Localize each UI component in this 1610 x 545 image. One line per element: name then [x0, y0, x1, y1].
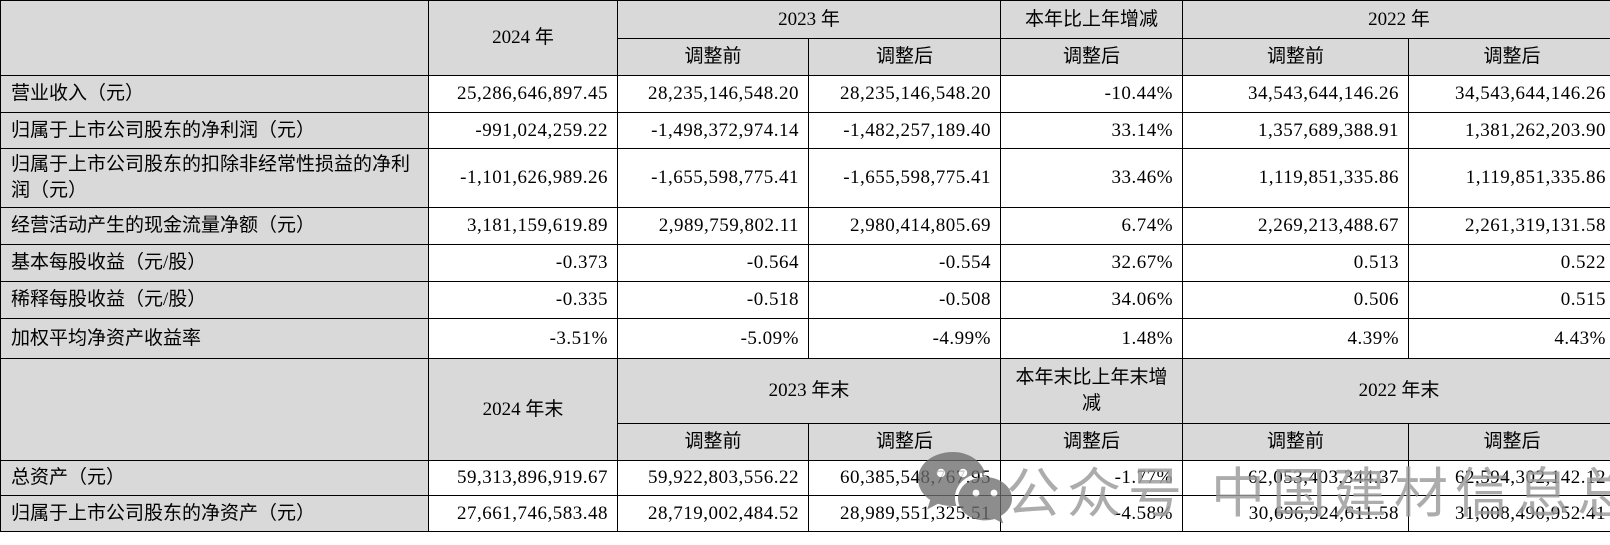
- cell-2022-after: 1,381,262,203.90: [1408, 112, 1610, 149]
- row-label: 归属于上市公司股东的净利润（元）: [0, 112, 429, 149]
- table-row-net-assets: 归属于上市公司股东的净资产（元） 27,661,746,583.48 28,71…: [0, 495, 1610, 532]
- table-row-net-profit: 归属于上市公司股东的净利润（元） -991,024,259.22 -1,498,…: [0, 112, 1610, 149]
- cell-change: -1.77%: [1000, 460, 1184, 496]
- subheader-2023end-before-adjust: 调整前: [617, 423, 809, 461]
- row-label: 总资产（元）: [0, 460, 429, 496]
- cell-2022-after: 1,119,851,335.86: [1408, 148, 1610, 208]
- col-header-2022-end: 2022 年末: [1182, 358, 1610, 424]
- cell-2024: 25,286,646,897.45: [428, 75, 618, 113]
- cell-2023-before: -0.564: [617, 244, 809, 282]
- cell-2023-before: -1,655,598,775.41: [617, 148, 809, 208]
- cell-2022-before: 0.513: [1182, 244, 1410, 282]
- cell-2024: -1,101,626,989.26: [428, 148, 618, 208]
- cell-2022-after: 62,594,302,142.12: [1408, 460, 1610, 496]
- cell-change: 1.48%: [1000, 318, 1184, 359]
- col-header-2024-end: 2024 年末: [428, 358, 618, 461]
- cell-change: 34.06%: [1000, 281, 1184, 319]
- col-header-2024: 2024 年: [428, 0, 618, 76]
- cell-2022-after: 31,008,490,952.41: [1408, 495, 1610, 532]
- table-row-net-profit-excl-nonrecurring: 归属于上市公司股东的扣除非经常性损益的净利润（元） -1,101,626,989…: [0, 148, 1610, 208]
- cell-2022-before: 4.39%: [1182, 318, 1410, 359]
- cell-2023-before: 28,719,002,484.52: [617, 495, 809, 532]
- cell-2022-before: 2,269,213,488.67: [1182, 207, 1410, 245]
- table-row-diluted-eps: 稀释每股收益（元/股） -0.335 -0.518 -0.508 34.06% …: [0, 281, 1610, 319]
- subheader-2022end-after-adjust: 调整后: [1408, 423, 1610, 461]
- cell-2023-before: -5.09%: [617, 318, 809, 359]
- cell-2023-after: -0.554: [807, 244, 1002, 282]
- cell-2024: 27,661,746,583.48: [428, 495, 618, 532]
- cell-2023-before: -0.518: [617, 281, 809, 319]
- cell-2023-after: 28,235,146,548.20: [807, 75, 1002, 113]
- cell-2024: -3.51%: [428, 318, 618, 359]
- col-header-yoy-change: 本年比上年增减: [1000, 0, 1184, 39]
- cell-change: 33.14%: [1000, 112, 1184, 149]
- table-row-total-assets: 总资产（元） 59,313,896,919.67 59,922,803,556.…: [0, 460, 1610, 496]
- row-label: 经营活动产生的现金流量净额（元）: [0, 207, 429, 245]
- cell-2022-after: 2,261,319,131.58: [1408, 207, 1610, 245]
- cell-2023-after: -0.508: [807, 281, 1002, 319]
- row-label: 归属于上市公司股东的扣除非经常性损益的净利润（元）: [0, 148, 429, 208]
- subheader-2022-after-adjust: 调整后: [1408, 38, 1610, 76]
- col-header-2023-end: 2023 年末: [616, 358, 1002, 424]
- subheader-2023-before-adjust: 调整前: [617, 38, 809, 76]
- table-row-operating-cash-flow: 经营活动产生的现金流量净额（元） 3,181,159,619.89 2,989,…: [0, 207, 1610, 245]
- table-row-revenue: 营业收入（元） 25,286,646,897.45 28,235,146,548…: [0, 75, 1610, 113]
- col-header-2023: 2023 年: [616, 0, 1002, 39]
- row-label: 营业收入（元）: [0, 75, 429, 113]
- cell-2022-before: 34,543,644,146.26: [1182, 75, 1410, 113]
- cell-change: -4.58%: [1000, 495, 1184, 532]
- subheader-endchange-after-adjust: 调整后: [1000, 423, 1184, 461]
- subheader-change-after-adjust: 调整后: [1000, 38, 1184, 76]
- table-row-weighted-roe: 加权平均净资产收益率 -3.51% -5.09% -4.99% 1.48% 4.…: [0, 318, 1610, 359]
- cell-2023-after: -4.99%: [807, 318, 1002, 359]
- row-label: 基本每股收益（元/股）: [0, 244, 429, 282]
- row-label: 加权平均净资产收益率: [0, 318, 429, 359]
- subheader-2022-before-adjust: 调整前: [1182, 38, 1410, 76]
- corner-blank-cell-2: [0, 358, 429, 461]
- cell-2023-after: -1,482,257,189.40: [807, 112, 1002, 149]
- subheader-2022end-before-adjust: 调整前: [1182, 423, 1410, 461]
- col-header-yearend-change: 本年末比上年末增减: [1000, 358, 1184, 424]
- key-financials-table: 2024 年 2023 年 本年比上年增减 2022 年 调整前 调整后 调整后…: [0, 0, 1610, 532]
- cell-2024: 3,181,159,619.89: [428, 207, 618, 245]
- cell-2022-after: 4.43%: [1408, 318, 1610, 359]
- cell-2023-before: 59,922,803,556.22: [617, 460, 809, 496]
- cell-2024: 59,313,896,919.67: [428, 460, 618, 496]
- cell-2023-before: -1,498,372,974.14: [617, 112, 809, 149]
- cell-2022-after: 0.515: [1408, 281, 1610, 319]
- row-label: 稀释每股收益（元/股）: [0, 281, 429, 319]
- corner-blank-cell: [0, 0, 429, 76]
- cell-2024: -0.373: [428, 244, 618, 282]
- cell-2024: -991,024,259.22: [428, 112, 618, 149]
- cell-2022-after: 0.522: [1408, 244, 1610, 282]
- cell-2022-before: 0.506: [1182, 281, 1410, 319]
- cell-change: 33.46%: [1000, 148, 1184, 208]
- cell-2023-before: 2,989,759,802.11: [617, 207, 809, 245]
- cell-2023-after: 28,989,551,325.51: [807, 495, 1002, 532]
- row-label: 归属于上市公司股东的净资产（元）: [0, 495, 429, 532]
- cell-2022-before: 62,053,403,344.37: [1182, 460, 1410, 496]
- col-header-2022: 2022 年: [1182, 0, 1610, 39]
- cell-2023-before: 28,235,146,548.20: [617, 75, 809, 113]
- table-row-basic-eps: 基本每股收益（元/股） -0.373 -0.564 -0.554 32.67% …: [0, 244, 1610, 282]
- cell-2023-after: 60,385,548,767.95: [807, 460, 1002, 496]
- subheader-2023end-after-adjust: 调整后: [807, 423, 1002, 461]
- cell-change: 6.74%: [1000, 207, 1184, 245]
- cell-2022-before: 1,357,689,388.91: [1182, 112, 1410, 149]
- cell-2022-after: 34,543,644,146.26: [1408, 75, 1610, 113]
- cell-2022-before: 30,696,924,611.58: [1182, 495, 1410, 532]
- subheader-2023-after-adjust: 调整后: [807, 38, 1002, 76]
- cell-2024: -0.335: [428, 281, 618, 319]
- cell-2023-after: -1,655,598,775.41: [807, 148, 1002, 208]
- cell-2022-before: 1,119,851,335.86: [1182, 148, 1410, 208]
- cell-change: -10.44%: [1000, 75, 1184, 113]
- cell-change: 32.67%: [1000, 244, 1184, 282]
- cell-2023-after: 2,980,414,805.69: [807, 207, 1002, 245]
